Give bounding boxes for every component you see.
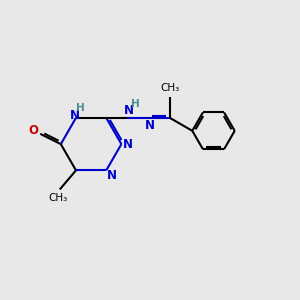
Text: N: N [124, 104, 134, 117]
Text: N: N [70, 109, 80, 122]
Text: H: H [76, 103, 85, 113]
Text: N: N [123, 138, 133, 151]
Text: O: O [29, 124, 39, 137]
Text: CH₃: CH₃ [49, 193, 68, 203]
Text: CH₃: CH₃ [160, 83, 179, 93]
Text: N: N [106, 169, 117, 182]
Text: N: N [145, 119, 155, 132]
Text: H: H [131, 99, 140, 109]
